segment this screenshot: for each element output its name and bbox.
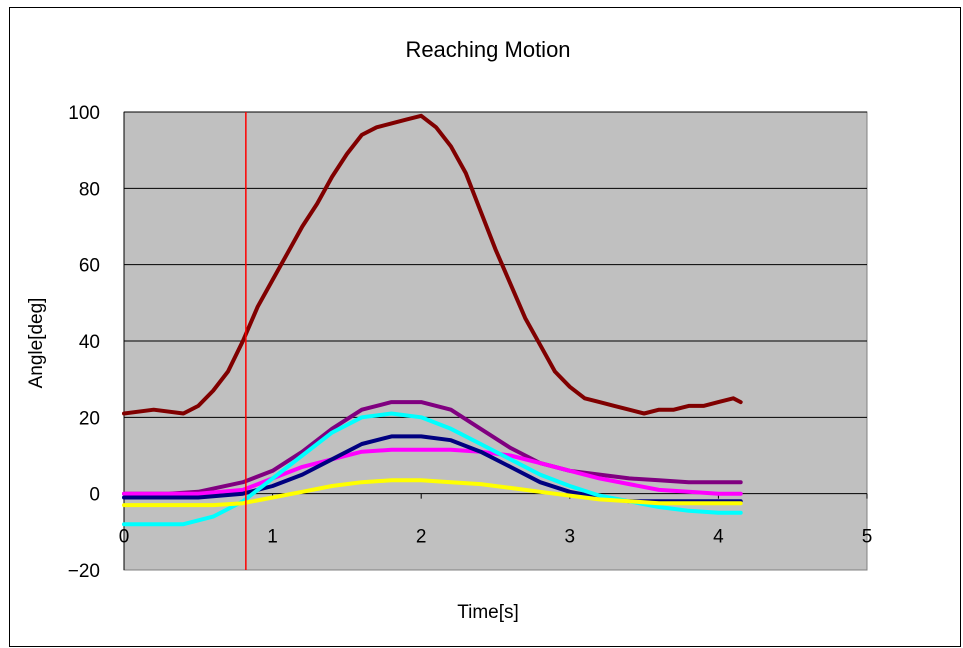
- y-tick-label: 20: [79, 408, 100, 429]
- x-tick-label: 1: [267, 527, 278, 548]
- tick-labels: −20 0 20 40 60 80 100 0 1 2 3 4 5: [68, 103, 873, 582]
- series-line-3: [122, 447, 743, 496]
- x-tick-label: 4: [713, 527, 724, 548]
- series-layer: [122, 113, 743, 527]
- chart: Reaching Motion −20 0 20 40 60 80 100 0 1 2 3 4 5 Ti…: [26, 37, 873, 623]
- y-tick-label: −20: [68, 561, 100, 582]
- chart-frame: Reaching Motion −20 0 20 40 60 80 100 0 1 2 3 4 5 Ti…: [9, 7, 961, 647]
- x-tick-label: 2: [416, 527, 427, 548]
- y-axis-label: Angle[deg]: [26, 298, 47, 389]
- x-tick-label: 5: [862, 527, 873, 548]
- chart-title: Reaching Motion: [405, 37, 570, 62]
- series-line-2: [122, 400, 743, 496]
- y-tick-label: 0: [89, 485, 100, 506]
- x-axis-label: Time[s]: [457, 602, 519, 623]
- y-tick-label: 100: [68, 103, 100, 124]
- y-tick-label: 80: [79, 179, 100, 200]
- x-tick-label: 3: [565, 527, 576, 548]
- y-tick-label: 60: [79, 256, 100, 277]
- series-line-6: [122, 478, 743, 508]
- y-tick-label: 40: [79, 332, 100, 353]
- series-line-1: [122, 113, 743, 416]
- x-tick-label: 0: [119, 527, 130, 548]
